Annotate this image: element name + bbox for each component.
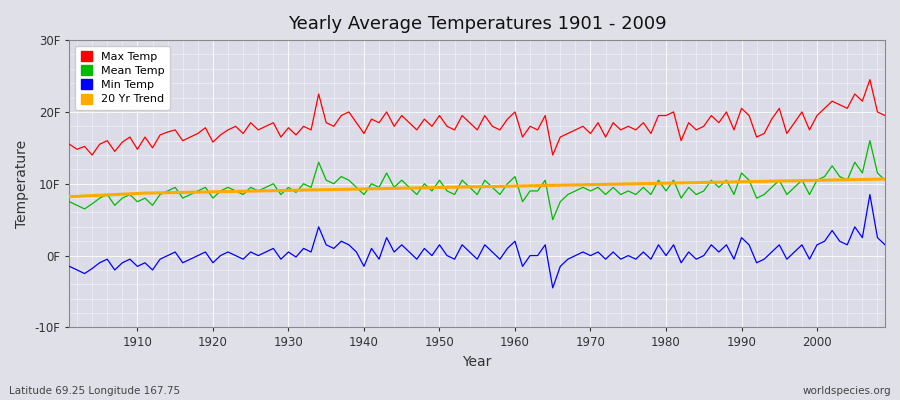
X-axis label: Year: Year bbox=[463, 355, 492, 369]
Legend: Max Temp, Mean Temp, Min Temp, 20 Yr Trend: Max Temp, Mean Temp, Min Temp, 20 Yr Tre… bbox=[75, 46, 170, 110]
Text: worldspecies.org: worldspecies.org bbox=[803, 386, 891, 396]
Text: Latitude 69.25 Longitude 167.75: Latitude 69.25 Longitude 167.75 bbox=[9, 386, 180, 396]
Title: Yearly Average Temperatures 1901 - 2009: Yearly Average Temperatures 1901 - 2009 bbox=[288, 15, 667, 33]
Y-axis label: Temperature: Temperature bbox=[15, 140, 29, 228]
